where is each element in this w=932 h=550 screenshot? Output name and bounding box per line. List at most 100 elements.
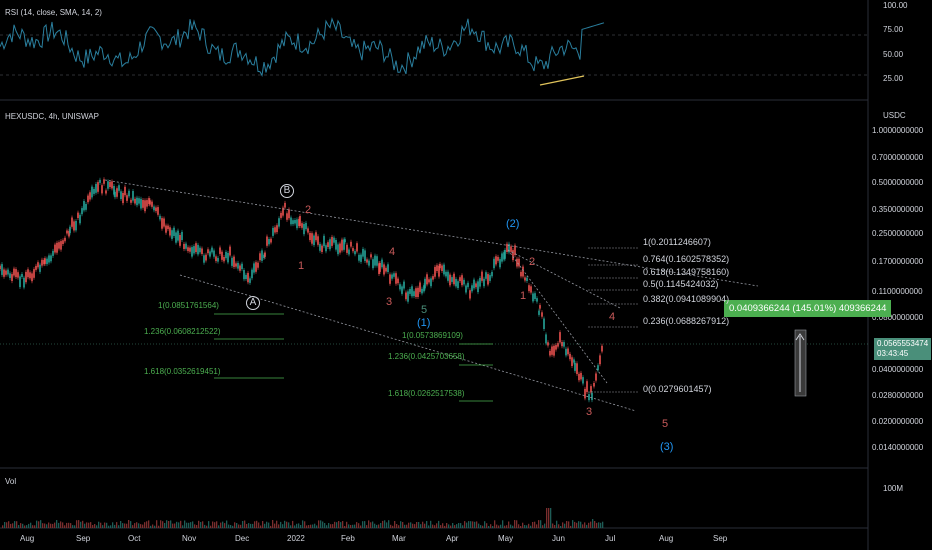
- price-candle: [501, 253, 503, 262]
- price-candle: [191, 247, 193, 257]
- price-candle: [50, 255, 52, 262]
- price-candle: [197, 244, 199, 255]
- volume-bar: [432, 524, 434, 528]
- price-candle: [227, 253, 229, 263]
- price-candle: [411, 286, 413, 297]
- volume-bar: [300, 525, 302, 528]
- time-label: Apr: [446, 534, 459, 543]
- price-candle: [161, 218, 163, 229]
- fib-level-0236: 0.236(0.0688267912): [643, 316, 730, 326]
- time-label: Aug: [20, 534, 35, 543]
- price-candle: [19, 276, 21, 288]
- volume-bar: [510, 524, 512, 528]
- volume-bar: [376, 524, 378, 528]
- fib-ext-mid-1618: 1.618(0.0262517538): [388, 389, 465, 398]
- volume-bar: [374, 523, 376, 528]
- price-candle: [495, 256, 497, 265]
- price-candle: [31, 273, 33, 282]
- wave-label: 3: [586, 406, 593, 418]
- volume-bar: [324, 523, 326, 528]
- price-candle: [272, 227, 274, 236]
- price-candle: [383, 264, 385, 275]
- wave-label: 5: [421, 304, 428, 316]
- price-candle: [321, 245, 323, 252]
- price-candle: [280, 212, 282, 218]
- volume-bar: [196, 525, 198, 528]
- volume-bar: [566, 521, 568, 528]
- volume-bar: [330, 524, 332, 528]
- price-candle: [493, 258, 495, 269]
- price-tick: 0.1100000000: [872, 287, 923, 296]
- wave-label: 2: [529, 256, 536, 268]
- price-candle: [510, 246, 512, 252]
- price-candle: [516, 258, 518, 267]
- volume-bar: [162, 521, 164, 528]
- volume-bar: [114, 524, 116, 528]
- price-candle: [118, 185, 120, 191]
- price-candle: [128, 190, 130, 197]
- volume-bar: [274, 523, 276, 528]
- price-candle: [443, 264, 445, 275]
- volume-bar: [372, 521, 374, 528]
- volume-bar: [240, 524, 242, 528]
- volume-bar: [318, 520, 320, 528]
- wave-label: 1: [520, 290, 527, 302]
- price-candle: [41, 259, 43, 266]
- price-candle: [69, 226, 71, 234]
- price-tick: 0.0280000000: [872, 391, 924, 400]
- rsi-divergence-line: [539, 75, 585, 86]
- volume-bar: [306, 525, 308, 528]
- volume-bar: [534, 521, 536, 528]
- current-price-tag: 0.0565553474 03:43:45: [874, 338, 932, 360]
- volume-bar: [400, 521, 402, 528]
- volume-bar: [484, 521, 486, 528]
- price-candle: [235, 263, 237, 267]
- volume-bar: [262, 521, 264, 528]
- volume-bar: [362, 521, 364, 528]
- volume-bar: [342, 521, 344, 528]
- volume-bar: [298, 523, 300, 528]
- price-candle: [288, 209, 290, 219]
- price-candle: [335, 240, 337, 250]
- volume-bar: [134, 523, 136, 528]
- volume-bar: [56, 520, 58, 528]
- volume-bar: [326, 525, 328, 528]
- price-candle: [261, 250, 263, 261]
- volume-bar: [226, 520, 228, 528]
- price-candle: [290, 217, 292, 225]
- price-candle: [193, 246, 195, 254]
- price-candle: [116, 188, 118, 197]
- volume-bar: [446, 523, 448, 528]
- price-candle: [203, 255, 205, 263]
- volume-bar: [268, 522, 270, 528]
- volume-bar: [180, 520, 182, 528]
- price-candle: [134, 198, 136, 204]
- price-candle: [530, 286, 532, 293]
- volume-bar: [398, 525, 400, 528]
- volume-bar: [20, 523, 22, 528]
- volume-bar: [40, 520, 42, 528]
- price-candle: [99, 179, 101, 183]
- volume-bar: [164, 523, 166, 528]
- volume-bar: [26, 525, 28, 528]
- volume-bar: [122, 523, 124, 528]
- volume-bar: [498, 525, 500, 528]
- price-candle: [39, 264, 41, 272]
- price-candle: [157, 207, 159, 215]
- price-candle: [48, 255, 50, 263]
- price-candle: [35, 265, 37, 270]
- price-candle: [504, 249, 506, 259]
- price-candle: [9, 273, 11, 278]
- volume-bar: [500, 524, 502, 528]
- price-candle: [165, 225, 167, 233]
- volume-bar: [112, 522, 114, 528]
- price-candle: [582, 377, 584, 384]
- volume-bar: [402, 522, 404, 528]
- volume-bar: [174, 523, 176, 528]
- wave-label-a: A: [246, 296, 260, 310]
- rsi-tick-75: 75.00: [883, 25, 904, 34]
- price-candle: [213, 250, 215, 257]
- price-candle: [29, 272, 31, 279]
- volume-bar: [10, 523, 12, 528]
